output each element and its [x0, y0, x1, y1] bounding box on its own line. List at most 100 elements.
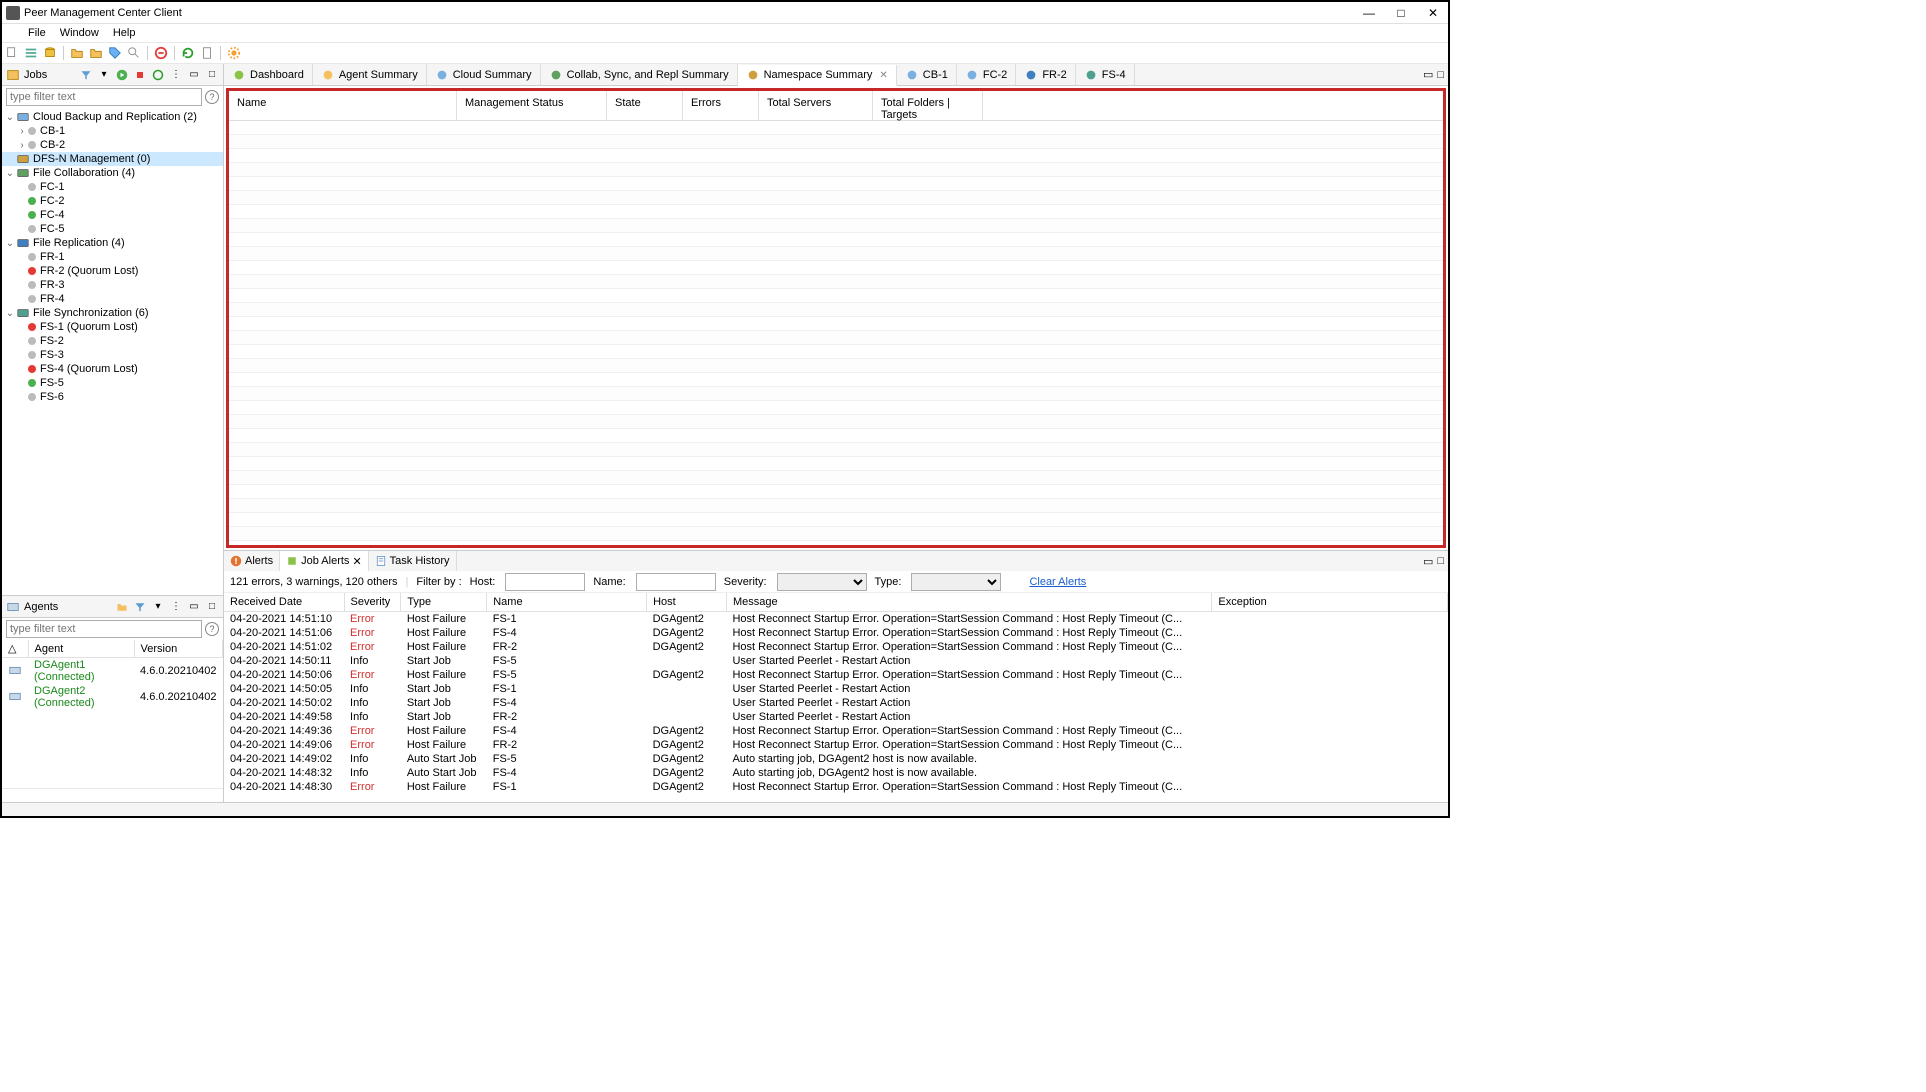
editor-tab[interactable]: FR-2 [1016, 64, 1075, 85]
alerts-column[interactable]: Message [726, 593, 1211, 612]
grid-column[interactable]: Total Servers [759, 91, 873, 120]
tree-item[interactable]: FR-3 [2, 278, 223, 292]
grid-row[interactable] [229, 457, 1443, 471]
grid-row[interactable] [229, 471, 1443, 485]
tb-gear[interactable] [226, 45, 242, 61]
grid-row[interactable] [229, 485, 1443, 499]
jobs-min-icon[interactable]: ▭ [187, 68, 201, 82]
alert-row[interactable]: 04-20-2021 14:51:06ErrorHost FailureFS-4… [224, 626, 1448, 640]
alert-row[interactable]: 04-20-2021 14:50:05InfoStart JobFS-1User… [224, 682, 1448, 696]
alert-row[interactable]: 04-20-2021 14:49:58InfoStart JobFR-2User… [224, 710, 1448, 724]
tree-item[interactable]: FS-5 [2, 376, 223, 390]
menu-help[interactable]: Help [107, 26, 142, 40]
tree-group[interactable]: ⌄File Replication (4) [2, 236, 223, 250]
grid-row[interactable] [229, 331, 1443, 345]
agent-row[interactable]: DGAgent2 (Connected)4.6.0.20210402 [2, 684, 223, 710]
alert-row[interactable]: 04-20-2021 14:51:10ErrorHost FailureFS-1… [224, 612, 1448, 627]
tabs-min-icon[interactable]: ▭ [1423, 68, 1433, 81]
filter-host-input[interactable] [505, 573, 585, 591]
jobs-filter-help[interactable]: ? [205, 90, 219, 104]
agents-min-icon[interactable]: ▭ [187, 600, 201, 614]
tree-item[interactable]: ›CB-2 [2, 138, 223, 152]
tabs-max-icon[interactable]: □ [1437, 69, 1444, 81]
grid-row[interactable] [229, 317, 1443, 331]
tree-item[interactable]: FR-4 [2, 292, 223, 306]
grid-row[interactable] [229, 191, 1443, 205]
agents-dropdown-icon[interactable]: ▾ [151, 600, 165, 614]
alert-row[interactable]: 04-20-2021 14:50:11InfoStart JobFS-5User… [224, 654, 1448, 668]
bottom-min-icon[interactable]: ▭ [1423, 555, 1433, 568]
agents-hscroll[interactable] [2, 788, 223, 802]
filter-type-select[interactable] [911, 573, 1001, 591]
agents-menu-icon[interactable]: ⋮ [169, 600, 183, 614]
tree-item[interactable]: FS-3 [2, 348, 223, 362]
tb-refresh[interactable] [180, 45, 196, 61]
tree-item[interactable]: FC-1 [2, 180, 223, 194]
jobs-tree[interactable]: ⌄Cloud Backup and Replication (2)›CB-1›C… [2, 108, 223, 595]
tb-stop[interactable] [153, 45, 169, 61]
grid-row[interactable] [229, 359, 1443, 373]
agents-filter-help[interactable]: ? [205, 622, 219, 636]
alert-row[interactable]: 04-20-2021 14:50:02InfoStart JobFS-4User… [224, 696, 1448, 710]
jobs-max-icon[interactable]: □ [205, 68, 219, 82]
editor-tab[interactable]: Agent Summary [313, 64, 427, 85]
grid-row[interactable] [229, 373, 1443, 387]
tb-list[interactable] [23, 45, 39, 61]
alerts-column[interactable]: Exception [1212, 593, 1448, 612]
menu-file[interactable]: File [22, 26, 52, 40]
alert-row[interactable]: 04-20-2021 14:51:02ErrorHost FailureFR-2… [224, 640, 1448, 654]
tree-group[interactable]: DFS-N Management (0) [2, 152, 223, 166]
grid-row[interactable] [229, 261, 1443, 275]
grid-row[interactable] [229, 275, 1443, 289]
grid-row[interactable] [229, 135, 1443, 149]
tab-close-icon[interactable]: ✕ [879, 70, 887, 81]
tb-tag[interactable] [107, 45, 123, 61]
grid-row[interactable] [229, 205, 1443, 219]
filter-severity-select[interactable] [777, 573, 867, 591]
grid-column[interactable]: Management Status [457, 91, 607, 120]
jobs-refresh-icon[interactable] [151, 68, 165, 82]
grid-row[interactable] [229, 177, 1443, 191]
editor-tab[interactable]: Collab, Sync, and Repl Summary [541, 64, 738, 85]
tree-group[interactable]: ⌄File Collaboration (4) [2, 166, 223, 180]
editor-tab[interactable]: CB-1 [897, 64, 957, 85]
close-button[interactable]: ✕ [1426, 6, 1440, 20]
agents-filter-icon[interactable] [133, 600, 147, 614]
grid-row[interactable] [229, 387, 1443, 401]
grid-row[interactable] [229, 149, 1443, 163]
grid-row[interactable] [229, 443, 1443, 457]
jobs-menu-icon[interactable]: ⋮ [169, 68, 183, 82]
grid-row[interactable] [229, 219, 1443, 233]
tab-task-history[interactable]: Task History [369, 551, 457, 571]
alerts-column[interactable]: Host [647, 593, 727, 612]
tab-job-alerts-close[interactable]: ✕ [352, 555, 361, 568]
editor-tab[interactable]: Cloud Summary [427, 64, 541, 85]
grid-row[interactable] [229, 121, 1443, 135]
tree-item[interactable]: FR-2 (Quorum Lost) [2, 264, 223, 278]
jobs-filter-input[interactable] [6, 88, 202, 106]
tab-alerts[interactable]: Alerts [224, 551, 280, 571]
tb-db[interactable] [42, 45, 58, 61]
tree-item[interactable]: FS-2 [2, 334, 223, 348]
grid-row[interactable] [229, 233, 1443, 247]
agents-col-version[interactable]: Version [134, 640, 222, 658]
tree-item[interactable]: FS-6 [2, 390, 223, 404]
grid-row[interactable] [229, 429, 1443, 443]
clear-alerts-link[interactable]: Clear Alerts [1029, 576, 1086, 588]
jobs-play-icon[interactable] [115, 68, 129, 82]
tb-new[interactable] [4, 45, 20, 61]
alerts-column[interactable]: Received Date [224, 593, 344, 612]
editor-tab[interactable]: Namespace Summary✕ [738, 65, 897, 86]
tree-item[interactable]: FC-4 [2, 208, 223, 222]
grid-row[interactable] [229, 415, 1443, 429]
editor-tab[interactable]: Dashboard [224, 64, 313, 85]
alert-row[interactable]: 04-20-2021 14:48:30ErrorHost FailureFS-1… [224, 780, 1448, 794]
agents-filter-input[interactable] [6, 620, 202, 638]
grid-column[interactable]: Name [229, 91, 457, 120]
grid-row[interactable] [229, 163, 1443, 177]
grid-row[interactable] [229, 513, 1443, 527]
jobs-filter-icon[interactable] [79, 68, 93, 82]
agents-table[interactable]: △ Agent Version DGAgent1 (Connected)4.6.… [2, 640, 223, 788]
agents-col-agent[interactable]: Agent [28, 640, 134, 658]
alert-row[interactable]: 04-20-2021 14:49:36ErrorHost FailureFS-4… [224, 724, 1448, 738]
